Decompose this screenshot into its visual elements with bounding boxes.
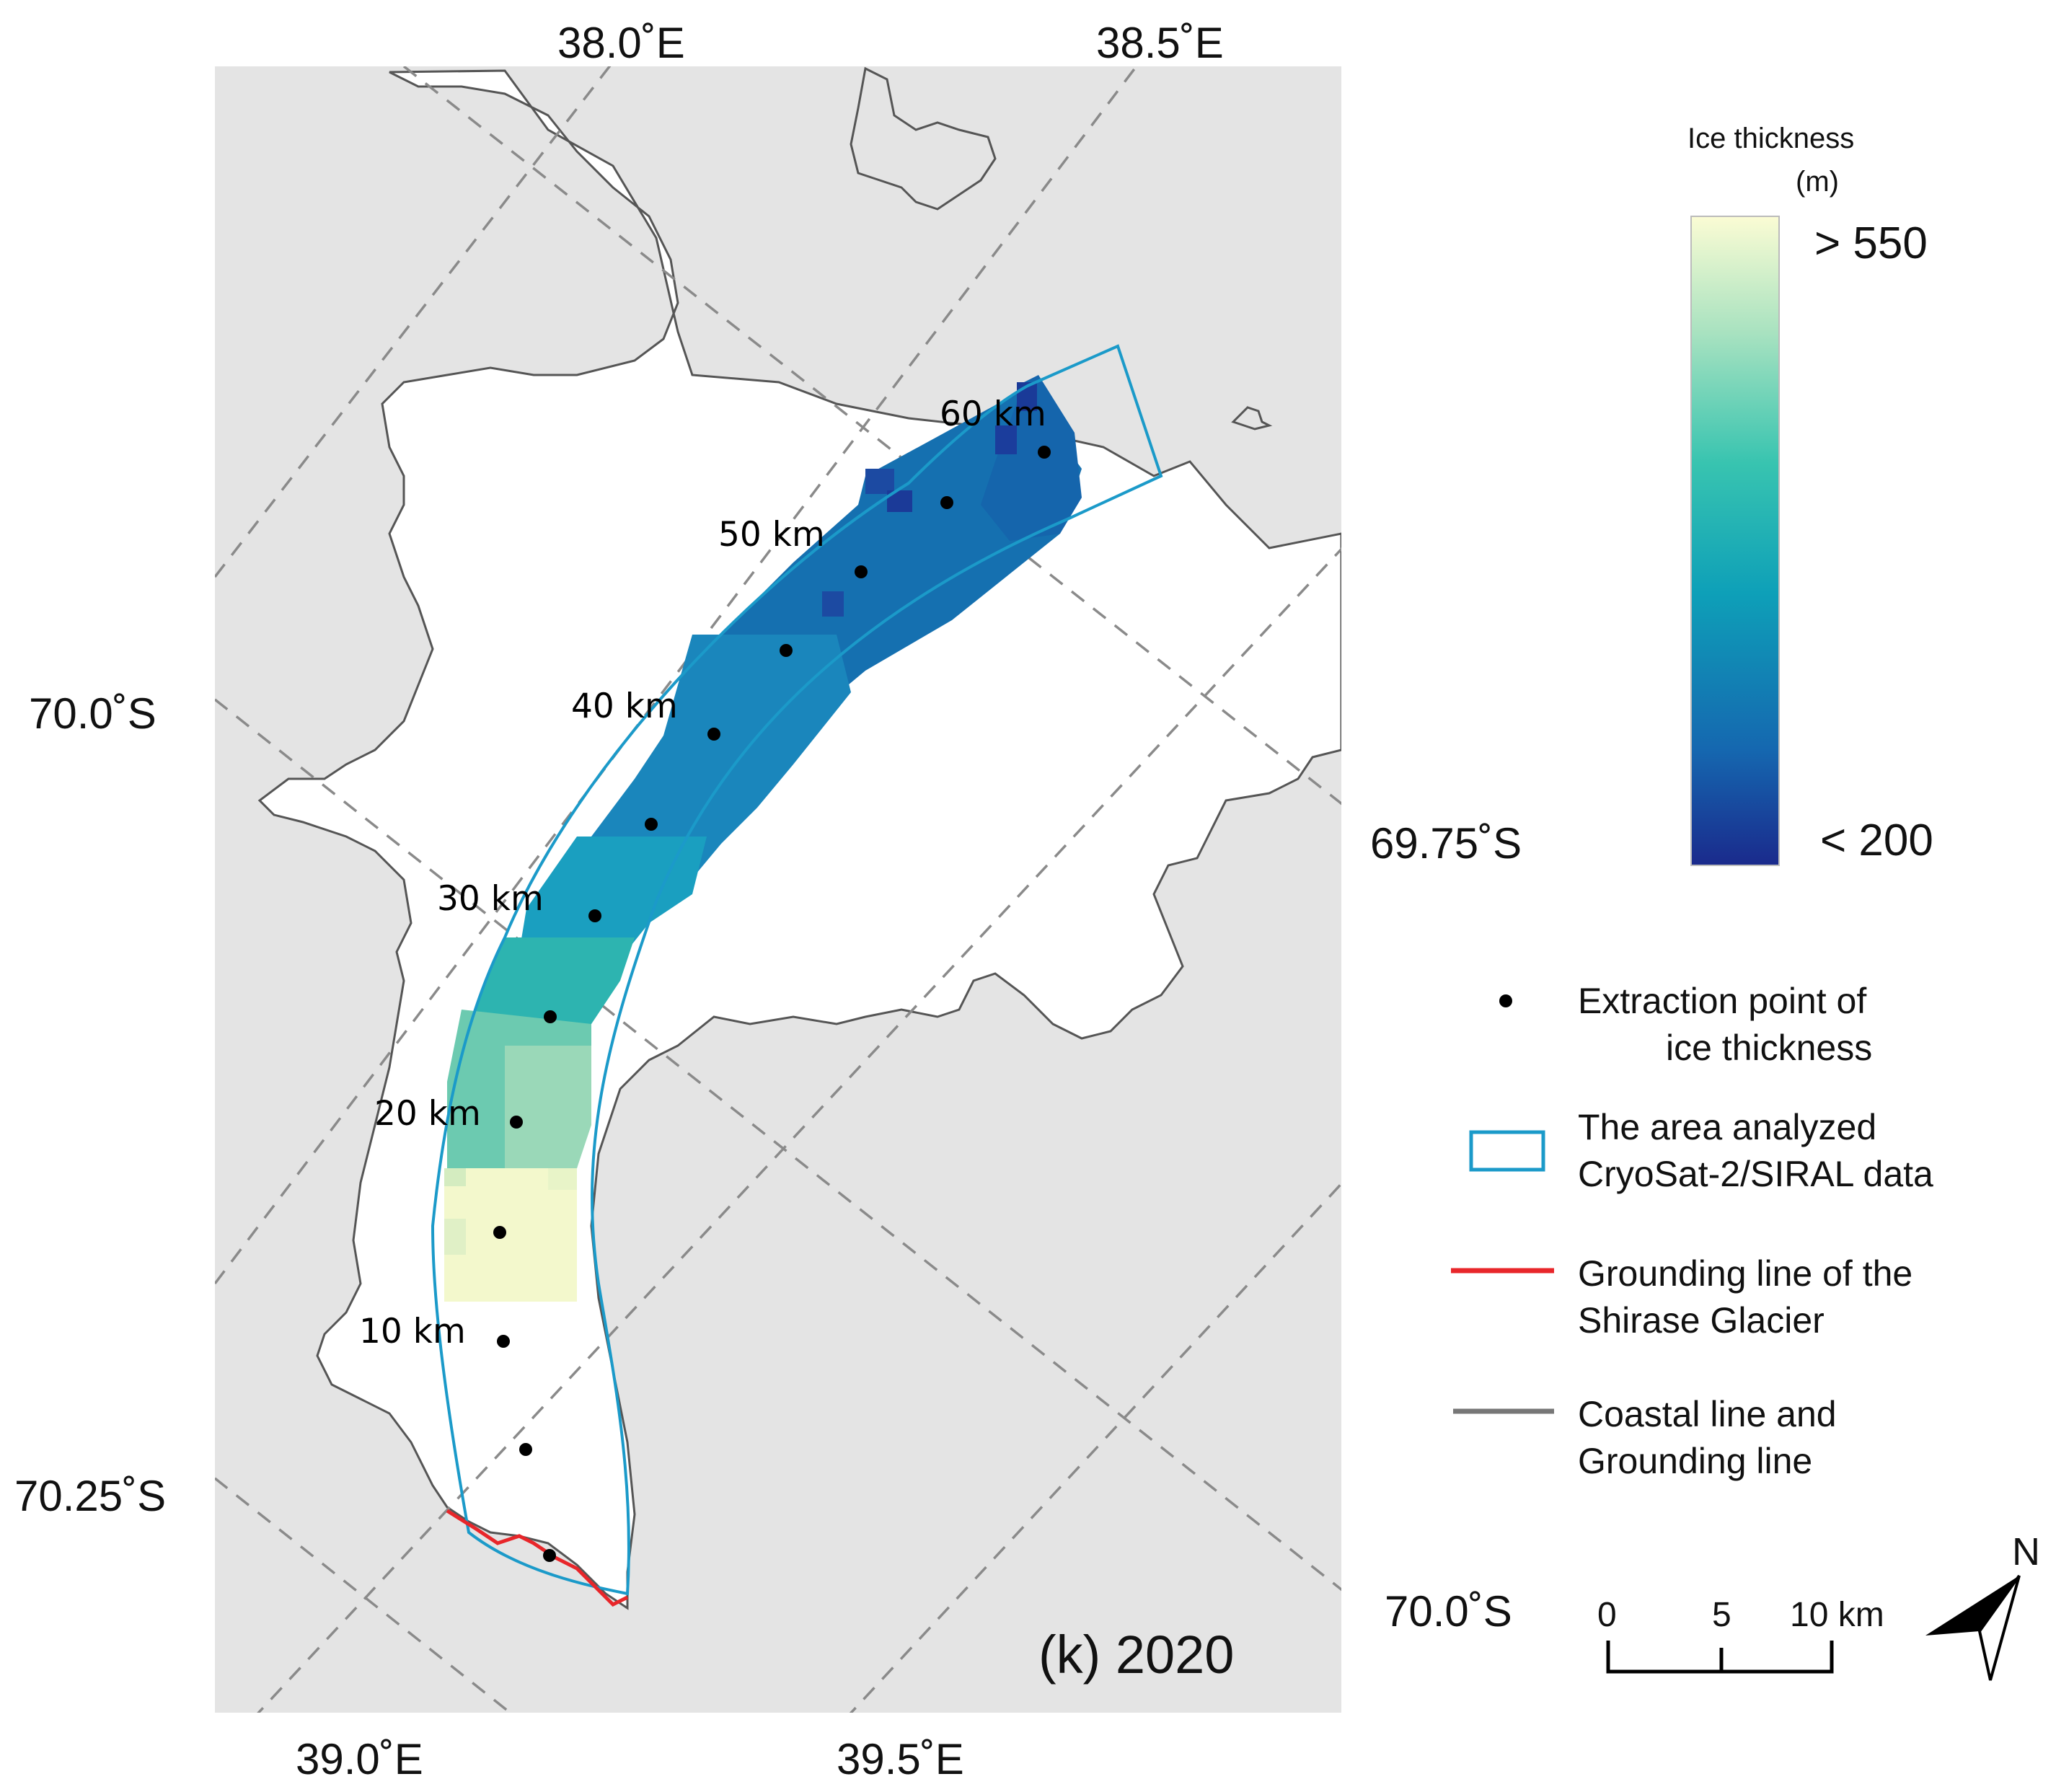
legend: Extraction point of ice thickness The ar… <box>1451 981 1933 1481</box>
lon-label-top-1: 38.0˚E <box>557 19 685 67</box>
scale-tick-0: 0 <box>1597 1596 1617 1634</box>
extraction-point <box>497 1335 510 1348</box>
grid-cell <box>444 1219 466 1255</box>
grid-cell <box>822 591 844 617</box>
legend-point-symbol <box>1499 994 1512 1007</box>
legend-area-line2: CryoSat-2/SIRAL data <box>1578 1154 1933 1194</box>
extraction-point <box>510 1116 523 1129</box>
colorbar-max-label: > 550 <box>1814 219 1928 268</box>
lon-label-bottom-1: 39.0˚E <box>296 1735 423 1783</box>
grounding-line <box>446 1509 629 1607</box>
lat-label-left-2: 70.25˚S <box>14 1472 166 1520</box>
legend-grounding-line1: Grounding line of the <box>1578 1253 1912 1294</box>
distance-label-30km: 30 km <box>437 879 544 919</box>
extraction-point <box>519 1443 532 1456</box>
extraction-point <box>1038 446 1051 459</box>
legend-point-line2: ice thickness <box>1666 1028 1872 1068</box>
axis-labels: 38.0˚E 38.5˚E 39.0˚E 39.5˚E 70.0˚S 70.25… <box>14 19 1522 1783</box>
north-arrow-icon <box>1925 1576 2019 1636</box>
extraction-point <box>544 1010 557 1023</box>
colorbar-gradient <box>1690 216 1780 866</box>
north-arrow-label: N <box>2012 1530 2040 1573</box>
scale-tick-10: 10 km <box>1790 1596 1884 1634</box>
distance-label-10km: 10 km <box>359 1312 466 1351</box>
colorbar-title: Ice thickness <box>1687 123 1854 154</box>
grid-band-yellow <box>444 1168 577 1302</box>
extraction-point <box>855 565 868 578</box>
grid-band-top <box>981 375 1082 541</box>
distance-label-40km: 40 km <box>571 687 678 726</box>
grid-cell <box>444 1168 466 1186</box>
grid-band-lightgreen <box>505 1046 591 1168</box>
extraction-point <box>588 909 601 922</box>
colorbar-min-label: < 200 <box>1820 816 1933 865</box>
analysis-area-outline <box>431 344 1163 1596</box>
distance-label-60km: 60 km <box>940 394 1046 434</box>
legend-coast-line2: Grounding line <box>1578 1441 1812 1481</box>
lat-label-right-2: 70.0˚S <box>1385 1587 1512 1636</box>
graticule <box>215 66 1341 1713</box>
scale-bar-line <box>1606 1641 1834 1674</box>
extraction-point <box>543 1549 556 1562</box>
extraction-point <box>707 728 720 741</box>
scale-bar: 0 5 10 km <box>1597 1596 1884 1674</box>
lon-label-bottom-2: 39.5˚E <box>837 1735 964 1783</box>
distance-label-20km: 20 km <box>374 1094 481 1134</box>
lat-label-right-1: 69.75˚S <box>1370 819 1522 868</box>
scale-tick-5: 5 <box>1712 1596 1731 1634</box>
extraction-point <box>780 644 793 657</box>
distance-label-50km: 50 km <box>718 515 825 555</box>
legend-area-symbol <box>1469 1130 1545 1172</box>
legend-point-line1: Extraction point of <box>1578 981 1866 1021</box>
extraction-points <box>493 446 1051 1562</box>
north-arrow: N <box>1925 1530 2040 1681</box>
north-arrow-outline <box>1977 1574 2021 1681</box>
grid-cell <box>995 425 1017 454</box>
panel-label: (k) 2020 <box>1038 1625 1234 1685</box>
legend-area-line1: The area analyzed <box>1578 1107 1876 1147</box>
grid-cell <box>865 469 894 494</box>
island-north <box>850 66 997 211</box>
legend-coast-line1: Coastal line and <box>1578 1394 1837 1434</box>
map-frame: 60 km 50 km 40 km 30 km 20 km 10 km (k) … <box>215 66 1341 1713</box>
colorbar: Ice thickness (m) > 550 < 200 <box>1687 123 1933 866</box>
colorbar-unit: (m) <box>1796 166 1839 198</box>
legend-grounding-line2: Shirase Glacier <box>1578 1300 1825 1341</box>
islet <box>1231 406 1273 431</box>
ice-thickness-grid <box>444 375 1082 1302</box>
extraction-point <box>645 818 658 831</box>
lat-label-left-1: 70.0˚S <box>29 689 156 738</box>
extraction-point <box>940 496 953 509</box>
extraction-point <box>493 1226 506 1239</box>
lon-label-top-2: 38.5˚E <box>1096 19 1224 67</box>
grid-cell <box>548 1168 577 1190</box>
